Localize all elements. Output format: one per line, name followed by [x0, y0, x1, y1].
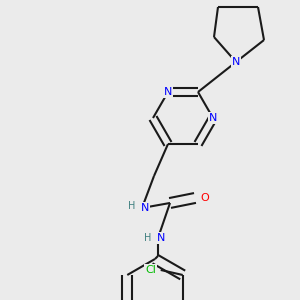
Text: Cl: Cl	[145, 265, 156, 275]
Text: H: H	[128, 201, 136, 211]
Text: N: N	[232, 57, 240, 67]
Text: H: H	[144, 233, 152, 243]
Text: N: N	[157, 233, 165, 243]
Text: N: N	[209, 113, 217, 123]
Text: O: O	[201, 193, 209, 203]
Text: N: N	[141, 203, 149, 213]
Text: N: N	[164, 87, 172, 97]
